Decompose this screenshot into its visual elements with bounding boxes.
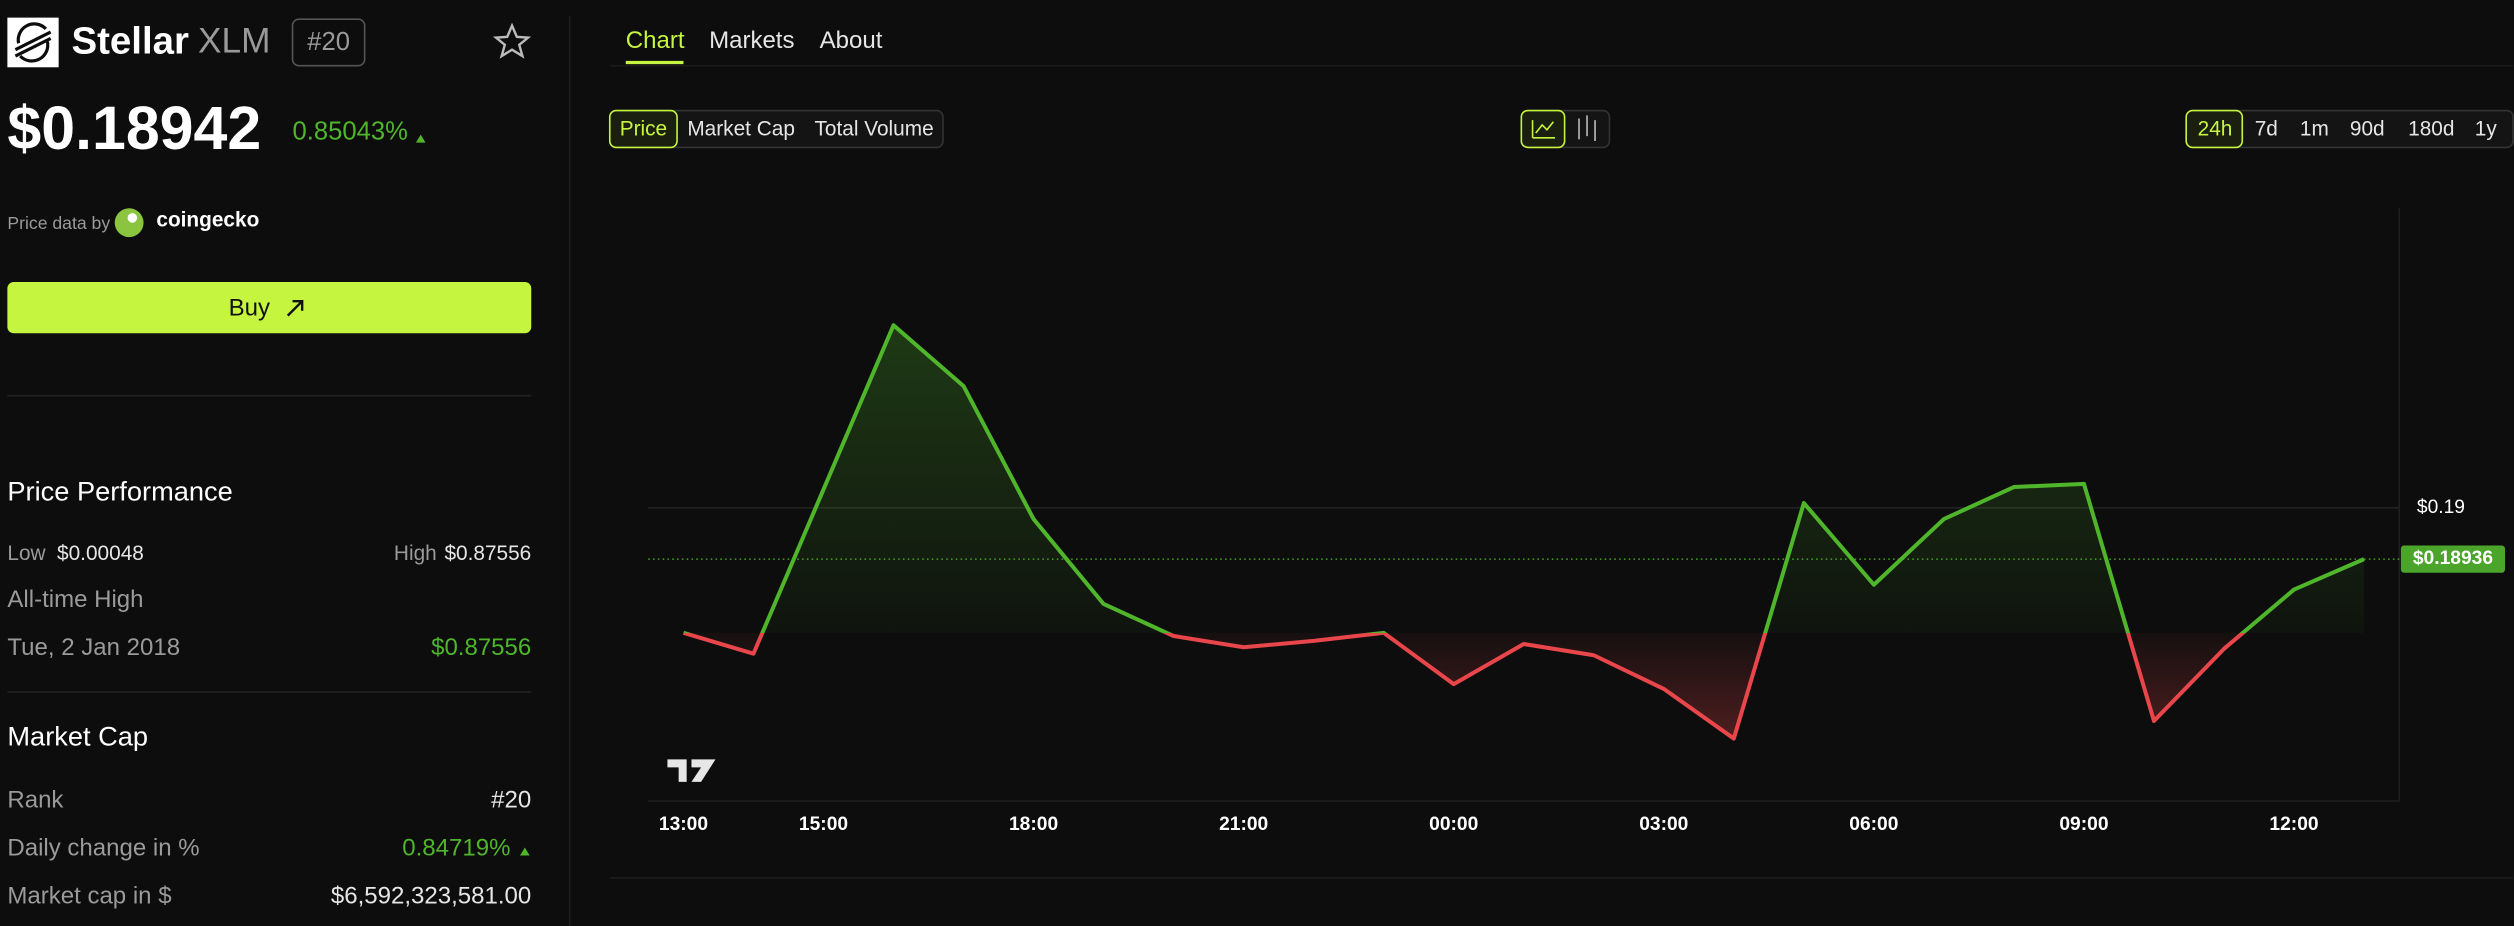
low-value: $0.00048	[57, 542, 144, 565]
range-button[interactable]: 1y	[2475, 117, 2498, 140]
ath-label: All-time High	[7, 586, 143, 613]
ath-value: $0.87556	[431, 634, 531, 661]
line-icon	[1531, 120, 1555, 139]
price-line	[682, 323, 2365, 741]
logo-mark	[14, 22, 52, 63]
metric-active	[608, 109, 678, 149]
range-button[interactable]: 1m	[2300, 117, 2329, 140]
tab-active[interactable]: Chart	[626, 27, 685, 54]
high-label: High	[394, 542, 437, 565]
range-button[interactable]: 180d	[2408, 117, 2454, 140]
tab[interactable]: About	[820, 27, 883, 54]
metric-button[interactable]: Total Volume	[815, 117, 934, 140]
range-button[interactable]: 7d	[2255, 117, 2278, 140]
favorite-star[interactable]	[492, 22, 532, 59]
coin-symbol: XLM	[198, 22, 270, 61]
source-label: Price data by	[7, 213, 110, 233]
tradingview-logo	[667, 759, 716, 782]
x-tick-label: 03:00	[1639, 814, 1688, 835]
x-tick-label: 21:00	[1219, 814, 1268, 835]
line-view[interactable]	[1520, 109, 1566, 149]
x-tick-label: 18:00	[1009, 814, 1058, 835]
rank: #20	[307, 28, 350, 56]
x-tick-label: 15:00	[799, 814, 848, 835]
y-tick-label: $0.19	[2417, 497, 2465, 518]
rank-badge	[291, 18, 366, 67]
buy-icon	[286, 299, 304, 317]
coin-name: Stellar	[71, 19, 189, 62]
price-tag-label: $0.18936	[2413, 548, 2493, 569]
price-change: 0.85043%	[293, 118, 408, 146]
section-title: Market Cap	[7, 721, 148, 752]
x-tick-label: 09:00	[2059, 814, 2108, 835]
up-arrow	[520, 847, 530, 856]
low-label: Low	[7, 542, 46, 565]
candle-icon[interactable]	[1578, 115, 1596, 141]
x-tick-label: 12:00	[2269, 814, 2318, 835]
range-button[interactable]: 24h	[2198, 117, 2233, 140]
row-value: $6,592,323,581.00	[331, 883, 531, 910]
metric-button[interactable]: Price	[620, 117, 667, 140]
metric-button[interactable]: Market Cap	[687, 117, 795, 140]
buy-button[interactable]	[7, 281, 532, 334]
price-tag	[2400, 545, 2506, 573]
high-value: $0.87556	[444, 542, 531, 565]
ath-date: Tue, 2 Jan 2018	[7, 634, 180, 661]
row-value: 0.84719%	[402, 834, 510, 861]
price-area	[683, 325, 2365, 739]
range-active	[2185, 109, 2244, 149]
row-value: #20	[491, 786, 531, 813]
x-tick-label: 00:00	[1429, 814, 1478, 835]
up-arrow	[415, 134, 426, 143]
x-tick-label: 13:00	[659, 814, 708, 835]
row-label: Daily change in %	[7, 834, 199, 861]
section-title: Price Performance	[7, 476, 232, 507]
range-button[interactable]: 90d	[2350, 117, 2385, 140]
buy-label: Buy	[229, 295, 270, 322]
row-label: Market cap in $	[7, 883, 171, 910]
tab[interactable]: Markets	[709, 27, 794, 54]
source-name: coingecko	[156, 209, 259, 232]
row-label: Rank	[7, 786, 64, 813]
price: $0.18942	[7, 94, 261, 162]
x-tick-label: 06:00	[1849, 814, 1898, 835]
source-logo	[114, 208, 144, 238]
source-logo-eye	[127, 213, 138, 223]
